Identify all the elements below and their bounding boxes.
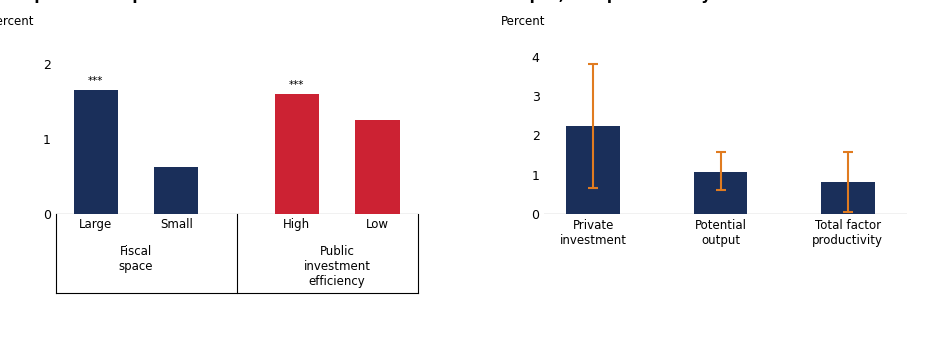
Text: Percent: Percent <box>501 14 546 28</box>
Bar <box>355 120 400 214</box>
Text: Percent: Percent <box>0 14 35 28</box>
Text: ***: *** <box>290 80 304 90</box>
Text: ***: *** <box>88 76 104 86</box>
Bar <box>694 172 747 214</box>
Text: B.  Impact on private investment, potential
output, and productivity: B. Impact on private investment, potenti… <box>501 0 872 3</box>
Text: Fiscal
space: Fiscal space <box>118 245 154 273</box>
Text: A. Impact on output: A. Impact on output <box>0 0 162 3</box>
Bar <box>566 126 621 214</box>
Bar <box>74 90 117 214</box>
Bar <box>275 94 319 214</box>
Text: Public
investment
efficiency: Public investment efficiency <box>303 245 371 288</box>
Bar <box>154 167 198 214</box>
Bar <box>820 182 875 214</box>
